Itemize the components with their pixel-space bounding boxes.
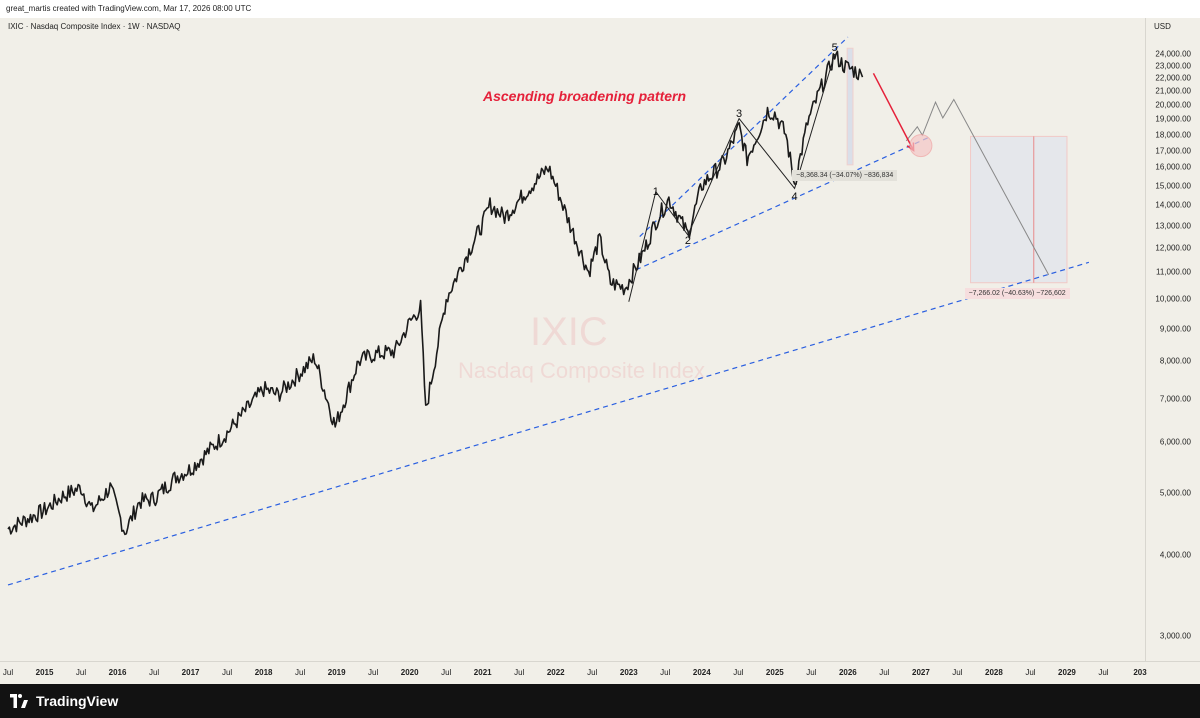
footer-bar: TradingView [0,684,1200,718]
time-axis[interactable]: Jul 2015 Jul 2016 Jul 2017 Jul 2018 Jul 2019 Jul 20… [0,661,1200,685]
forecast-arrow[interactable] [872,72,915,151]
y-tick-label: 10,000.00 [1155,294,1191,304]
y-tick-label: 3,000.00 [1159,631,1191,641]
y-tick-label: 22,000.00 [1155,73,1191,83]
y-tick-label: 4,000.00 [1159,550,1191,560]
x-tick-label: Jul [441,668,452,677]
price-series[interactable] [7,50,864,536]
wave-label-5[interactable]: 5 [831,42,838,55]
y-tick-label: 11,000.00 [1156,267,1191,277]
wave-label-4[interactable]: 4 [791,190,798,203]
x-tick-label: 2021 [473,668,492,677]
x-tick-label: Jul [660,668,671,677]
y-tick-label: 12,000.00 [1155,243,1191,253]
x-tick-label: 2023 [619,668,638,677]
measure-label-2[interactable]: −7,266.02 (−40.63%) −726,602 [964,287,1070,299]
y-tick-label: 19,000.00 [1155,114,1191,124]
x-tick-label: 2017 [181,668,200,677]
symbol-legend[interactable]: IXIC · Nasdaq Composite Index · 1W · NAS… [8,22,181,31]
price-axis[interactable]: USD 3,000.00 4,000.00 5,000.00 6,000.00 7,00… [1145,18,1200,661]
y-tick-label: 21,000.00 [1155,86,1191,96]
chart-plot-area[interactable]: IXIC · Nasdaq Composite Index · 1W · NAS… [0,18,1145,661]
pattern-annotation[interactable]: Ascending broadening pattern [483,88,687,104]
y-tick-label: 24,000.00 [1155,49,1191,59]
y-tick-label: 16,000.00 [1155,162,1191,172]
y-tick-label: 8,000.00 [1159,356,1191,366]
x-tick-label: 2027 [911,668,930,677]
brand-name: TradingView [36,693,119,709]
x-tick-label: 2028 [985,668,1003,677]
y-tick-label: 9,000.00 [1159,324,1191,334]
x-tick-label: 2020 [400,668,419,677]
y-tick-label: 5,000.00 [1159,488,1191,498]
x-tick-label: Jul [148,668,160,677]
x-tick-label: Jul [295,668,306,677]
credit-text: great_martis created with TradingView.co… [6,4,252,13]
x-tick-label: 2025 [765,668,784,677]
wave-label-1[interactable]: 1 [652,185,659,198]
tradingview-logo-icon [10,694,28,708]
x-tick-label: Jul [1025,668,1036,677]
symbol-watermark: IXIC [530,310,608,354]
y-tick-label: 18,000.00 [1155,130,1191,140]
x-tick-label: Jul [514,668,525,677]
y-tick-label: 13,000.00 [1155,221,1191,231]
y-tick-label: 17,000.00 [1155,146,1191,155]
x-tick-label: Jul [879,668,890,677]
x-tick-label: 2022 [546,668,565,677]
target-circle[interactable] [909,134,933,158]
x-tick-label: 2015 [35,668,54,677]
wave-label-3[interactable]: 3 [735,108,743,121]
measure-range-1[interactable] [846,47,854,166]
y-tick-label: 14,000.00 [1155,200,1191,210]
trendline-lower[interactable] [635,137,929,271]
chart-canvas[interactable] [0,18,1145,661]
x-tick-label: Jul [1098,668,1109,677]
projection-path[interactable] [905,98,1050,276]
y-tick-label: 7,000.00 [1159,394,1191,404]
x-tick-label: Jul [952,668,963,677]
tradingview-logo[interactable]: TradingView [8,693,118,709]
x-tick-label: 2019 [327,668,346,677]
y-tick-label: 15,000.00 [1155,181,1191,191]
x-tick-label: Jul [806,668,817,677]
x-tick-label: 2026 [838,668,857,677]
measure-label-1[interactable]: −8,368.34 (−34.07%) −836,834 [792,169,898,181]
y-tick-label: 23,000.00 [1155,61,1191,71]
trendline-upper[interactable] [639,36,849,238]
x-tick-label: 2016 [108,668,127,677]
x-tick-label: 203 [1133,668,1147,677]
x-tick-label: 2018 [254,668,273,677]
x-tick-label: 2029 [1058,668,1076,677]
y-tick-label: 6,000.00 [1159,437,1191,447]
name-watermark: Nasdaq Composite Index [458,358,706,383]
x-tick-label: Jul [368,668,379,677]
x-tick-label: Jul [75,668,87,677]
measure-range-2[interactable] [970,135,1068,284]
x-tick-label: Jul [733,668,744,677]
elliott-wave-path[interactable] [628,53,836,302]
x-tick-label: Jul [221,668,233,677]
wave-label-2[interactable]: 2 [684,235,691,248]
y-tick-label: 20,000.00 [1155,100,1191,110]
x-tick-label: Jul [587,668,598,677]
top-bar: great_martis created with TradingView.co… [0,0,1200,18]
x-tick-label: Jul [2,668,14,677]
currency-label[interactable]: USD [1154,22,1171,31]
trendline-long-term-support[interactable] [7,261,1090,586]
x-tick-label: 2024 [692,668,711,677]
